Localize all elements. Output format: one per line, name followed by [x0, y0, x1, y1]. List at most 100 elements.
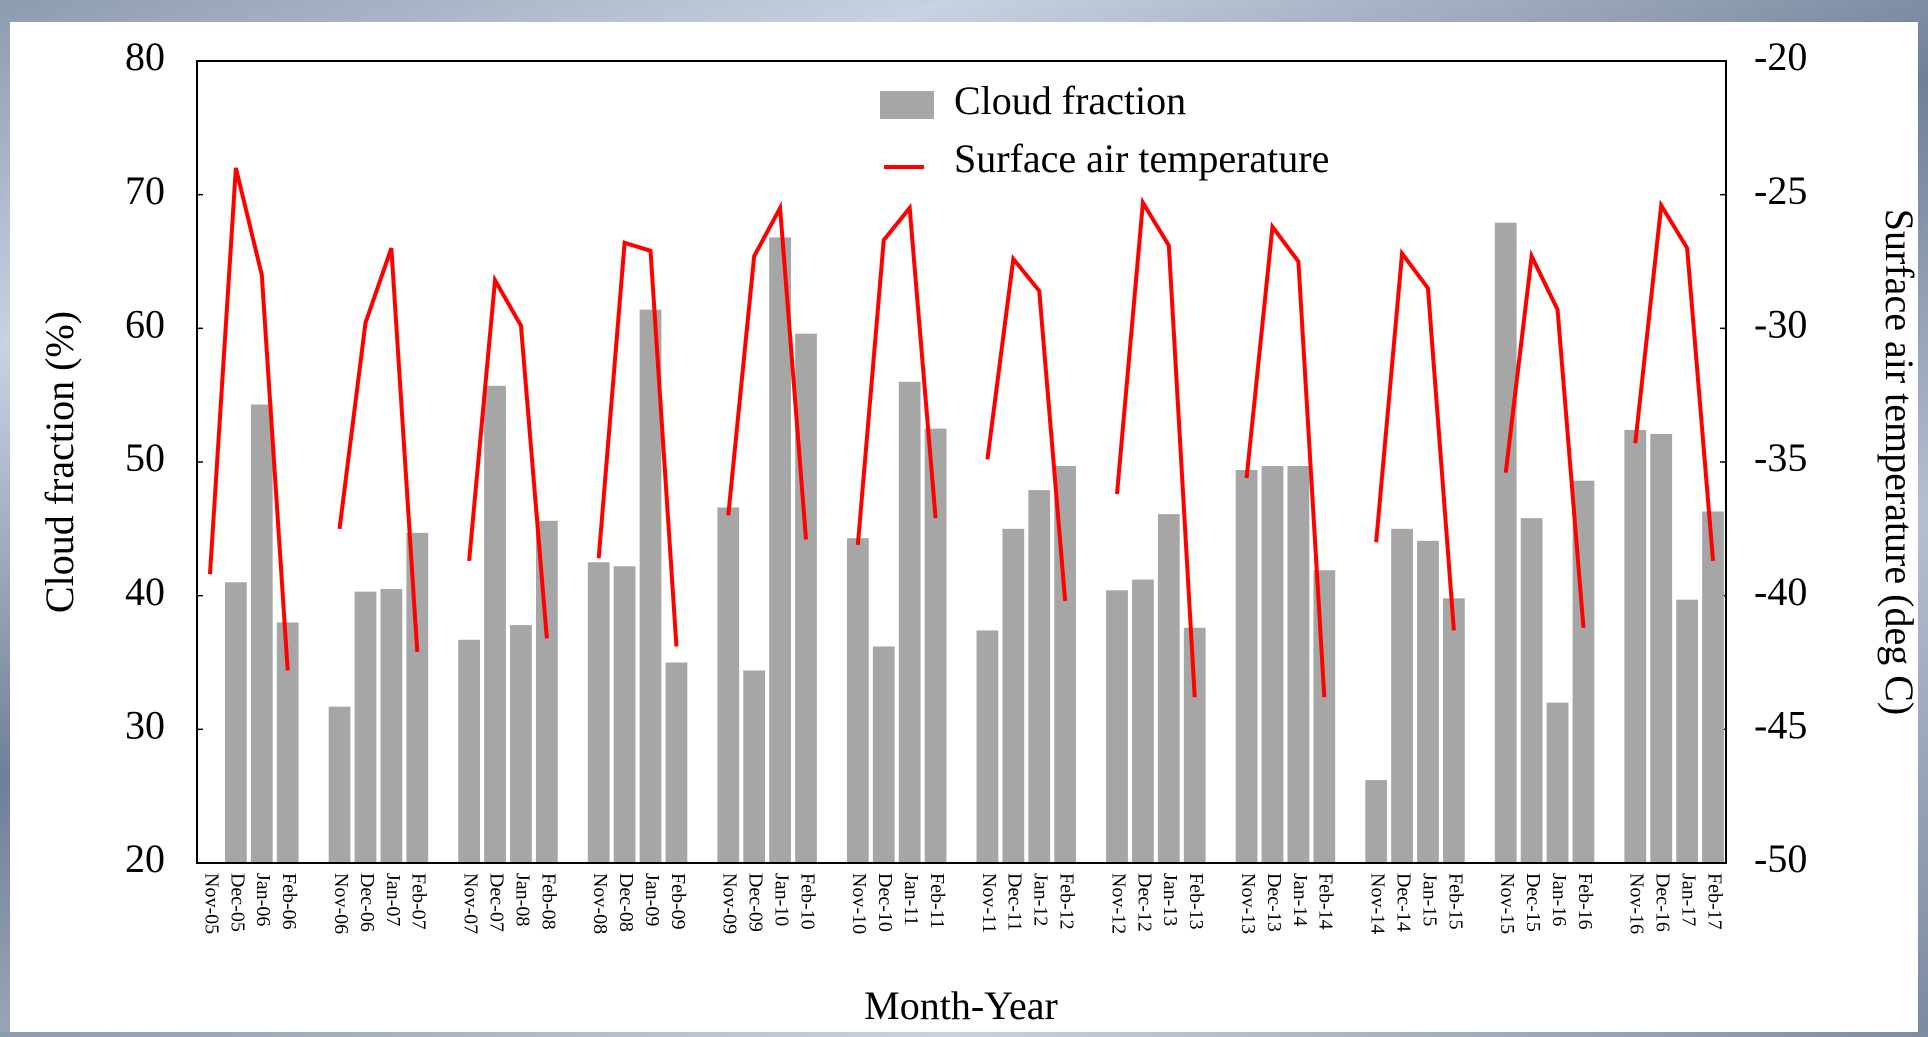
- bar: [1287, 466, 1310, 863]
- x-tick-label: Nov-08: [589, 873, 611, 934]
- x-tick-label: Feb-16: [1574, 873, 1596, 930]
- bar: [1235, 470, 1258, 863]
- y-tick-label: 50: [125, 435, 165, 480]
- bar: [1106, 590, 1128, 863]
- bar: [1391, 528, 1413, 863]
- bar: [587, 562, 610, 863]
- bar: [224, 582, 247, 863]
- legend-label: Cloud fraction: [954, 78, 1186, 123]
- bar: [1702, 511, 1724, 863]
- line: [207, 167, 1716, 698]
- bar: [1261, 466, 1284, 863]
- x-tick-label: Feb-09: [667, 873, 689, 930]
- bar: [250, 404, 273, 863]
- legend-label: Surface air temperature: [954, 136, 1329, 181]
- x-tick-label: Feb-11: [926, 873, 948, 929]
- bar: [354, 591, 377, 863]
- bar: [276, 622, 299, 863]
- bar: [976, 630, 999, 863]
- bar: [717, 507, 740, 863]
- bar: [639, 309, 662, 863]
- bar: [665, 662, 688, 863]
- x-tick-label: Dec-16: [1652, 873, 1674, 932]
- x-tick-label: Jan-14: [1289, 873, 1311, 926]
- y-tick-label: 40: [125, 569, 165, 614]
- x-tick-label: Nov-13: [1237, 873, 1259, 934]
- x-tick-label: Jan-06: [252, 873, 274, 926]
- bar: [1313, 570, 1336, 863]
- x-tick-label: Nov-15: [1496, 873, 1518, 934]
- bar: [1417, 540, 1439, 863]
- x-tick-label: Dec-12: [1133, 873, 1155, 932]
- bar: [1650, 433, 1673, 863]
- x-tick-label: Dec-13: [1263, 873, 1285, 932]
- x-tick-label: Dec-15: [1522, 873, 1544, 932]
- x-tick-label: Nov-10: [848, 873, 870, 934]
- y2-tick-label: -30: [1754, 302, 1807, 347]
- x-tick-label: Nov-06: [330, 873, 352, 934]
- y2-tick-label: -40: [1754, 569, 1807, 614]
- x-tick-label: Dec-06: [356, 873, 378, 932]
- bar: [1157, 514, 1180, 863]
- x-tick-label: Dec-08: [615, 873, 637, 932]
- x-tick-label: Feb-08: [537, 873, 559, 930]
- x-tick-label: Feb-13: [1185, 873, 1207, 930]
- y-axis-title: Cloud fraction (%): [37, 311, 82, 613]
- bar: [769, 237, 791, 863]
- x-tick-label: Jan-15: [1418, 873, 1440, 926]
- x-tick-label: Jan-16: [1548, 873, 1570, 926]
- bar: [1365, 780, 1388, 863]
- x-tick-label: Jan-13: [1159, 873, 1181, 926]
- x-tick-label: Dec-10: [874, 873, 896, 932]
- x-tick-label: Feb-06: [278, 873, 300, 930]
- bar: [924, 428, 947, 863]
- x-tick-label: Feb-12: [1056, 873, 1078, 930]
- bar: [846, 538, 869, 863]
- x-tick-label: Dec-11: [1004, 873, 1026, 931]
- x-axis-title: Month-Year: [864, 983, 1058, 1028]
- y-tick-label: 30: [125, 703, 165, 748]
- bar: [1676, 599, 1699, 863]
- y2-tick-label: -25: [1754, 168, 1807, 213]
- bar: [1624, 429, 1647, 863]
- x-tick-label: Feb-17: [1703, 873, 1725, 930]
- bar: [795, 333, 817, 863]
- y-tick-label: 80: [125, 34, 165, 79]
- x-tick-label: Feb-14: [1315, 873, 1337, 930]
- x-tick-label: Jan-07: [382, 873, 404, 926]
- x-tick-label: Nov-09: [719, 873, 741, 934]
- bar: [1054, 466, 1077, 863]
- bar: [510, 625, 532, 863]
- x-tick-label: Nov-05: [200, 873, 222, 934]
- x-tick-label: Feb-10: [796, 873, 818, 930]
- bar: [406, 532, 429, 863]
- y-tick-label: 20: [125, 836, 165, 881]
- plot-frame: [196, 60, 1727, 864]
- bar: [1443, 598, 1465, 863]
- bar: [1028, 490, 1051, 863]
- bar: [1002, 528, 1025, 863]
- x-tick-label: Jan-11: [900, 873, 922, 926]
- x-tick-label: Jan-12: [1030, 873, 1052, 926]
- y-tick-label: 60: [125, 302, 165, 347]
- x-tick-label: Jan-17: [1678, 873, 1700, 926]
- y2-axis-title: Surface air temperature (deg C): [1877, 209, 1922, 715]
- bar: [1183, 627, 1206, 863]
- bar: [380, 588, 403, 863]
- bar: [743, 670, 766, 863]
- bar: [1546, 702, 1569, 863]
- bar: [613, 566, 636, 863]
- y2-tick-label: -45: [1754, 703, 1807, 748]
- y2-tick-label: -50: [1754, 836, 1807, 881]
- x-tick-label: Jan-08: [511, 873, 533, 926]
- bar: [458, 639, 480, 863]
- x-tick-label: Dec-14: [1392, 873, 1414, 932]
- x-tick-label: Dec-07: [485, 873, 507, 932]
- bar: [535, 520, 558, 863]
- x-tick-label: Nov-07: [460, 873, 482, 934]
- x-tick-label: Feb-15: [1444, 873, 1466, 930]
- bar: [484, 385, 506, 863]
- x-tick-label: Nov-12: [1107, 873, 1129, 934]
- bar: [1520, 518, 1543, 863]
